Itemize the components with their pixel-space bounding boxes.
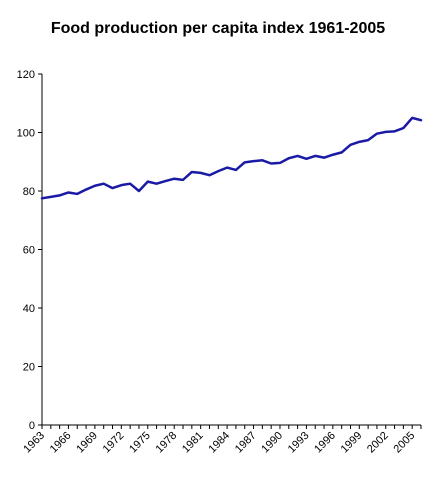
y-tick-label: 80 (23, 186, 35, 198)
x-tick-label: 1990 (259, 430, 285, 456)
x-tick-label: 1984 (206, 430, 232, 456)
x-tick-label: 1963 (21, 430, 47, 456)
y-tick-label: 40 (23, 303, 35, 315)
x-tick-label: 1966 (48, 430, 74, 456)
y-tick-label: 20 (23, 362, 35, 374)
x-tick-label: 1972 (101, 430, 127, 456)
x-tick-label: 1987 (233, 430, 259, 456)
x-tick-label: 1996 (312, 430, 338, 456)
x-tick-label: 1969 (74, 430, 100, 456)
x-tick-label: 1981 (180, 430, 206, 456)
x-tick-label: 1978 (154, 430, 180, 456)
y-tick-label: 60 (23, 245, 35, 257)
x-tick-label: 1993 (286, 430, 312, 456)
chart-axes (41, 74, 421, 426)
x-tick-label: 2002 (365, 430, 391, 456)
y-tick-label: 0 (29, 420, 35, 432)
x-tick-label: 1975 (127, 430, 153, 456)
chart-title: Food production per capita index 1961-20… (51, 20, 385, 37)
x-tick-label: 1999 (339, 430, 365, 456)
x-axis-ticks: 1963 1966 1969 1972 1975 1978 1981 1984 1987 1990… (21, 425, 422, 456)
series-group (40, 116, 423, 200)
series-line-0 (40, 116, 423, 200)
x-tick-label: 2005 (392, 430, 418, 456)
y-tick-label: 120 (17, 69, 35, 81)
y-tick-label: 100 (17, 128, 35, 140)
y-axis-ticks: 0 20 40 60 80 100 120 (17, 69, 42, 432)
